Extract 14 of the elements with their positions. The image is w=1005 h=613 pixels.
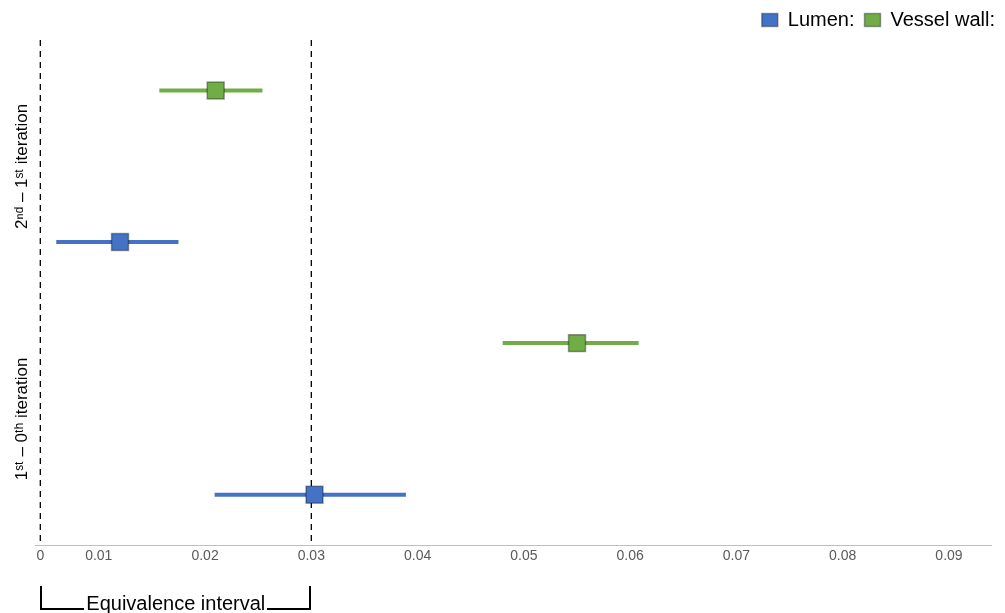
legend-label: Vessel wall:: [890, 7, 996, 30]
x-tick-label: 0.09: [935, 547, 963, 564]
y-tick-label: 1ˢᵗ – 0ᵗʰ iteration: [11, 357, 31, 481]
x-tick-label: 0.01: [85, 547, 113, 564]
x-tick-label: 0.03: [297, 547, 326, 564]
x-tick-label: 0.07: [722, 547, 751, 564]
legend-label: Lumen:: [787, 7, 855, 30]
x-tick-label: 0.02: [191, 547, 219, 564]
x-tick-label: 0.05: [510, 547, 538, 564]
y-tick-label: 2ⁿᵈ – 1ˢᵗ iteration: [11, 103, 31, 229]
x-tick-label: 0.08: [829, 547, 857, 564]
x-tick-label: 0: [36, 547, 45, 564]
x-tick-label: 0.06: [616, 547, 644, 564]
x-tick-label: 0.04: [403, 547, 432, 564]
